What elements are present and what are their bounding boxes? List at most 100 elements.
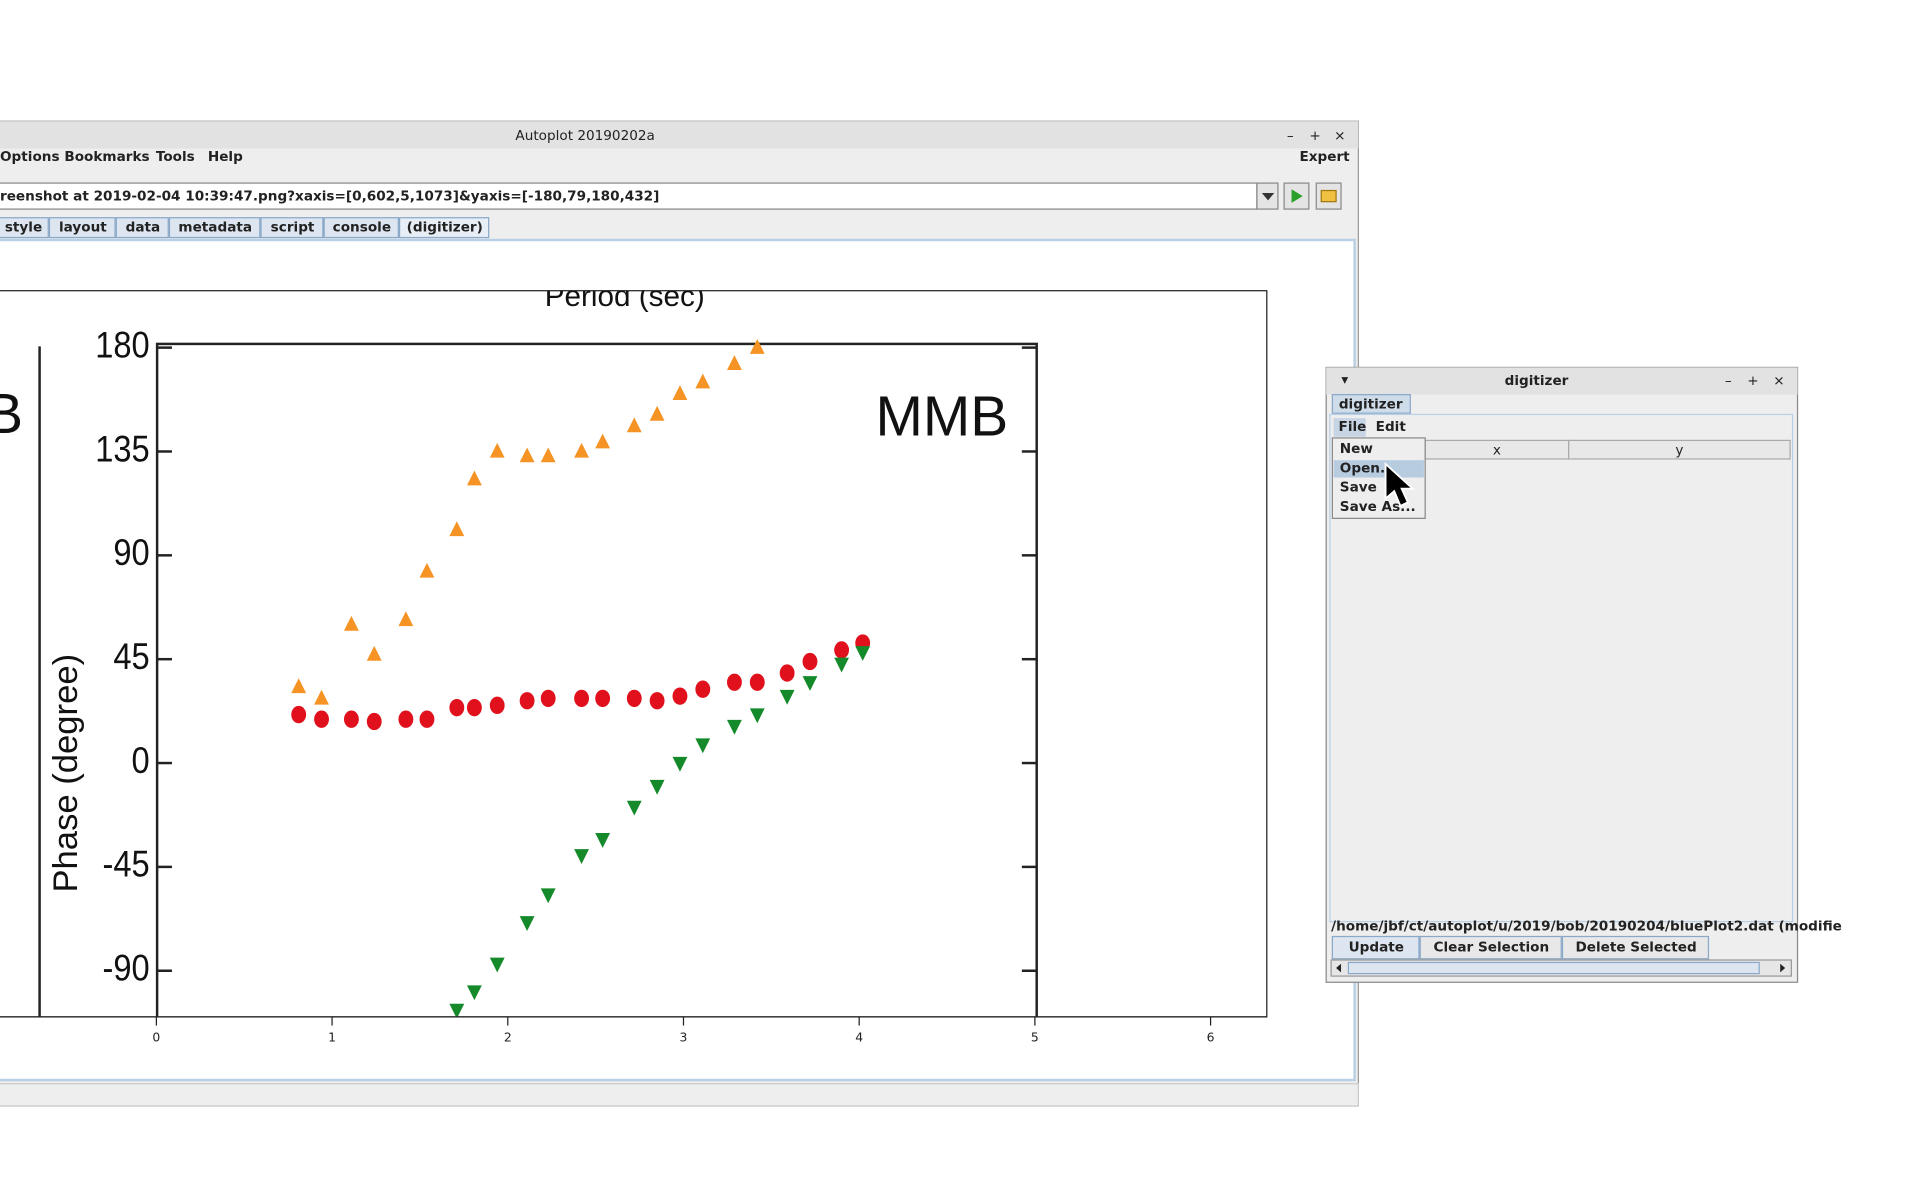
x-tick-label: 1 [328, 1030, 336, 1044]
data-point [489, 696, 505, 715]
data-point [595, 433, 611, 449]
tab[interactable] [398, 217, 490, 239]
data-point [314, 710, 329, 728]
plot-title: Period (sec) [545, 280, 705, 313]
button[interactable] [1561, 935, 1710, 960]
menu-item[interactable]: Help [208, 149, 243, 165]
data-point [802, 652, 818, 671]
column-header[interactable] [1568, 439, 1791, 460]
tab[interactable] [48, 217, 116, 239]
tab[interactable] [115, 217, 169, 239]
menu-highlight [1333, 418, 1366, 437]
data-point [595, 833, 611, 848]
axes-frame [155, 342, 1038, 1017]
folder-icon [1320, 189, 1337, 203]
column-label: y [1675, 442, 1683, 458]
data-point [449, 521, 465, 537]
data-point [540, 888, 556, 904]
button[interactable] [1331, 935, 1420, 960]
tab-label: metadata [178, 220, 252, 236]
data-point [366, 712, 382, 731]
y-tick-label: -45 [103, 844, 150, 885]
y-tick-label: 180 [95, 325, 149, 366]
tab[interactable] [1331, 394, 1411, 414]
tab-label: console [333, 220, 391, 236]
data-point [595, 689, 611, 708]
file-menu [1331, 437, 1426, 519]
x-tick-label: 2 [504, 1030, 512, 1044]
data-point [672, 756, 688, 772]
data-point [466, 698, 482, 717]
menu-item[interactable]: File [1339, 419, 1367, 435]
tab[interactable] [260, 217, 324, 239]
button[interactable] [1419, 935, 1562, 960]
menu-item[interactable]: Options [0, 149, 60, 165]
data-point [466, 470, 482, 486]
data-point [695, 373, 711, 389]
tab-label: style [5, 220, 42, 236]
window-menu-icon[interactable]: ▾ [1341, 372, 1348, 388]
data-point [291, 678, 307, 694]
data-point [727, 673, 742, 691]
data-point [343, 710, 359, 728]
tab[interactable] [323, 217, 399, 239]
tab-label: script [271, 220, 315, 236]
play-icon [1291, 189, 1303, 203]
menu-item[interactable]: Open... [1340, 460, 1396, 476]
menu-item[interactable]: Expert [1299, 149, 1350, 165]
data-point [419, 710, 435, 728]
data-point [519, 692, 535, 710]
close-button[interactable]: × [1773, 373, 1784, 389]
minimize-button[interactable]: – [1725, 373, 1732, 389]
data-point [449, 1003, 465, 1017]
scroll-right[interactable] [1780, 963, 1786, 973]
menu-item[interactable]: Bookmarks [64, 149, 149, 165]
menu-item[interactable]: Save [1340, 480, 1377, 496]
maximize-button[interactable]: + [1309, 128, 1320, 144]
data-point [834, 641, 850, 659]
data-point [314, 689, 329, 705]
data-point [802, 676, 818, 691]
y-axis-label: Phase (degree) [47, 654, 85, 893]
y-tick-label: 45 [113, 636, 149, 677]
data-point [449, 698, 465, 717]
data-point [574, 849, 589, 865]
data-point [574, 442, 589, 458]
data-point [519, 916, 535, 931]
menu-item-highlight [1333, 460, 1424, 478]
data-point [855, 646, 871, 661]
window-title: Autoplot 20190202a [515, 128, 654, 144]
x-tick-label: 6 [1207, 1030, 1215, 1044]
data-point [672, 385, 688, 400]
menu-item[interactable]: New [1340, 441, 1374, 457]
maximize-button[interactable]: + [1747, 373, 1758, 389]
y-tick-label: 90 [113, 532, 149, 573]
data-point [626, 417, 642, 433]
data-point [626, 689, 642, 708]
close-button[interactable]: × [1334, 128, 1345, 144]
data-point [398, 611, 414, 627]
data-point [398, 710, 414, 728]
data-point [466, 985, 482, 1001]
data-point [343, 615, 359, 631]
tab[interactable] [0, 217, 49, 239]
scroll-thumb[interactable] [1347, 961, 1760, 975]
url-text: reenshot at 2019-02-04 10:39:47.png?xaxi… [0, 189, 659, 205]
menu-item[interactable]: Tools [156, 149, 195, 165]
minimize-button[interactable]: – [1287, 128, 1294, 144]
url-field[interactable] [0, 182, 1258, 210]
scroll-left[interactable] [1336, 963, 1342, 973]
data-point [779, 664, 795, 682]
tab[interactable] [168, 217, 261, 239]
window-title: digitizer [1505, 373, 1569, 389]
menu-item[interactable]: Save As... [1340, 499, 1416, 515]
tab-label: (digitizer) [407, 220, 483, 236]
plot-image [0, 290, 1268, 1018]
x-tick-label: 5 [1031, 1030, 1039, 1044]
data-point [291, 705, 307, 724]
data-point [419, 562, 435, 578]
tab-label: digitizer [1339, 397, 1403, 413]
menu-item[interactable]: Edit [1376, 419, 1407, 435]
